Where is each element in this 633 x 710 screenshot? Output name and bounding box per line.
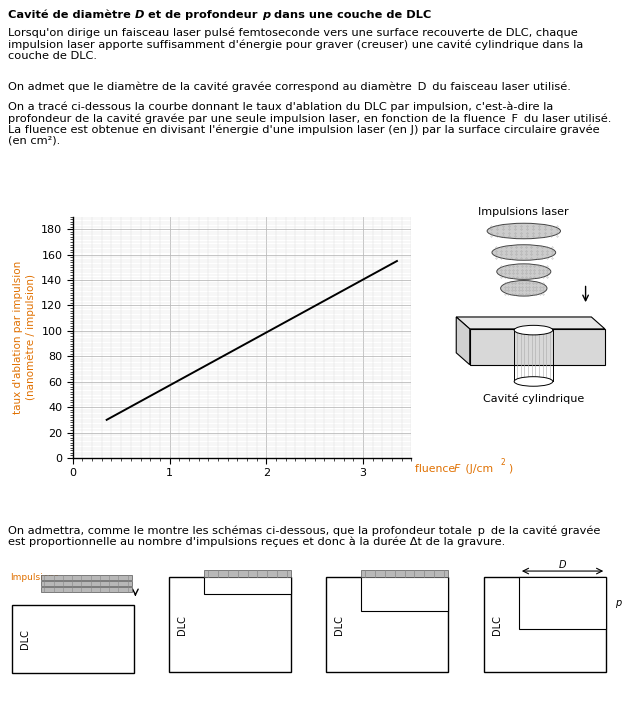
Text: Impulsions: Impulsions xyxy=(11,573,60,582)
Text: p: p xyxy=(615,598,622,608)
Polygon shape xyxy=(456,317,605,329)
Polygon shape xyxy=(41,581,132,586)
Y-axis label: taux d'ablation par impulsion
(nanomètre / impulsion): taux d'ablation par impulsion (nanomètre… xyxy=(13,261,35,414)
Text: DLC: DLC xyxy=(20,629,30,649)
Text: On admettra, comme le montre les schémas ci-dessous, que la profondeur totale  p: On admettra, comme le montre les schémas… xyxy=(8,525,600,535)
Text: Cavité de diamètre: Cavité de diamètre xyxy=(8,10,135,20)
Polygon shape xyxy=(204,570,291,577)
Ellipse shape xyxy=(514,325,553,335)
Polygon shape xyxy=(204,577,291,594)
Text: DLC: DLC xyxy=(492,615,502,635)
Ellipse shape xyxy=(492,245,556,261)
FancyBboxPatch shape xyxy=(484,577,606,672)
Polygon shape xyxy=(361,577,448,611)
Text: D: D xyxy=(135,10,144,20)
Polygon shape xyxy=(361,570,448,577)
Text: couche de DLC.: couche de DLC. xyxy=(8,50,97,60)
Text: profondeur de la cavité gravée par une seule impulsion laser, en fonction de la : profondeur de la cavité gravée par une s… xyxy=(8,114,611,124)
Text: et de profondeur: et de profondeur xyxy=(144,10,262,20)
Text: impulsion laser apporte suffisamment d'énergie pour graver (creuser) une cavité : impulsion laser apporte suffisamment d'é… xyxy=(8,39,583,50)
Text: DLC: DLC xyxy=(334,615,344,635)
Polygon shape xyxy=(456,317,470,365)
Text: Impulsions laser: Impulsions laser xyxy=(479,207,569,217)
Text: DLC: DLC xyxy=(177,615,187,635)
Text: dans une couche de DLC: dans une couche de DLC xyxy=(270,10,431,20)
FancyBboxPatch shape xyxy=(326,577,448,672)
Text: (en cm²).: (en cm²). xyxy=(8,136,60,146)
Text: Cavité cylindrique: Cavité cylindrique xyxy=(483,393,584,404)
Polygon shape xyxy=(519,577,606,628)
Text: fluence: fluence xyxy=(415,464,461,474)
Text: 2: 2 xyxy=(501,458,506,467)
Ellipse shape xyxy=(514,377,553,386)
Polygon shape xyxy=(41,587,132,591)
Polygon shape xyxy=(41,575,132,580)
Text: On admet que le diamètre de la cavité gravée correspond au diamètre  D  du faisc: On admet que le diamètre de la cavité gr… xyxy=(8,82,571,92)
Text: ): ) xyxy=(508,464,513,474)
Ellipse shape xyxy=(497,264,551,279)
Text: La fluence est obtenue en divisant l'énergie d'une impulsion laser (en J) par la: La fluence est obtenue en divisant l'éne… xyxy=(8,125,599,135)
FancyBboxPatch shape xyxy=(12,605,134,673)
Ellipse shape xyxy=(501,280,547,296)
Text: est proportionnelle au nombre d'impulsions reçues et donc à la durée Δt de la gr: est proportionnelle au nombre d'impulsio… xyxy=(8,536,505,547)
Ellipse shape xyxy=(487,223,560,239)
Text: D: D xyxy=(559,560,567,570)
Text: Lorsqu'on dirige un faisceau laser pulsé femtoseconde vers une surface recouvert: Lorsqu'on dirige un faisceau laser pulsé… xyxy=(8,28,578,38)
Polygon shape xyxy=(470,329,605,365)
FancyBboxPatch shape xyxy=(169,577,291,672)
Text: On a tracé ci-dessous la courbe donnant le taux d'ablation du DLC par impulsion,: On a tracé ci-dessous la courbe donnant … xyxy=(8,102,553,112)
Text: F: F xyxy=(454,464,460,474)
Text: p: p xyxy=(262,10,270,20)
Text: (J/cm: (J/cm xyxy=(462,464,493,474)
